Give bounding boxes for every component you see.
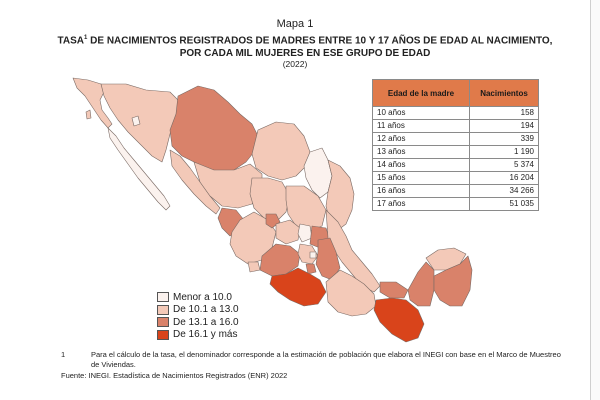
age-cell: 11 años [372,119,470,133]
age-cell: 12 años [372,132,470,146]
title-footnote-mark: 1 [84,35,88,41]
state-zacatecas [249,177,291,223]
state-ciudad-de-mexico [309,251,317,259]
table-row: 14 años 5 374 [372,158,539,172]
legend-swatch [157,304,169,315]
island-cedros [85,109,92,120]
legend-swatch [157,317,169,327]
legend-item: De 16.1 y más [157,329,239,341]
age-cell: 13 años [372,145,470,159]
births-cell: 51 035 [469,197,539,211]
table-row: 12 años 339 [372,132,539,146]
state-sinaloa [169,149,221,215]
footnote-text: Para el cálculo de la tasa, el denominad… [91,350,561,369]
births-cell: 5 374 [469,158,539,172]
island-tiburon [131,115,141,127]
map-legend: Menor a 10.0 De 10.1 a 13.0 De 13.1 a 16… [157,291,239,341]
state-queretaro [297,223,313,243]
births-cell: 158 [469,106,539,120]
births-cell: 16 204 [469,171,539,185]
state-guanajuato [275,219,301,245]
map-title: TASA1 DE NACIMIENTOS REGISTRADOS DE MADR… [20,32,590,60]
age-cell: 14 años [372,158,470,172]
state-coahuila [251,121,311,181]
legend-item: De 10.1 a 13.0 [157,304,239,316]
legend-label: De 16.1 y más [173,329,238,340]
legend-label: Menor a 10.0 [173,291,232,303]
title-line1: DE NACIMIENTOS REGISTRADOS DE MADRES ENT… [87,35,553,47]
column-header-births: Nacimientos [469,79,539,107]
births-by-age-table: Edad de la madre Nacimientos 10 años 158 … [372,79,539,211]
right-edge-strip [591,0,600,400]
state-morelos [305,263,317,275]
age-cell: 16 años [372,184,470,198]
map-year: (2022) [282,59,308,69]
state-yucatan [425,247,467,271]
table-row: 15 años 16 204 [372,171,539,185]
births-cell: 1 190 [469,145,539,159]
state-michoacan [259,243,301,277]
column-header-age: Edad de la madre [372,79,470,107]
age-cell: 17 años [372,197,470,211]
state-tamaulipas [325,159,355,231]
table-row: 17 años 51 035 [372,197,539,211]
state-quintana-roo [433,255,473,307]
table-row: 16 años 34 266 [372,184,539,198]
state-baja-california-sur [107,127,171,211]
legend-label: De 13.1 a 16.0 [173,316,239,328]
table-row: 13 años 1 190 [372,145,539,159]
births-cell: 194 [469,119,539,133]
mexico-choropleth-map [72,77,473,343]
births-cell: 34 266 [469,184,539,198]
legend-swatch [157,292,169,302]
map-label: Mapa 1 [276,18,314,30]
state-guerrero [269,267,327,307]
title-line2: POR CADA MIL MUJERES EN ESE GRUPO DE EDA… [179,48,431,60]
state-campeche [407,261,435,307]
births-cell: 339 [469,132,539,146]
table-row: 10 años 158 [372,106,539,120]
legend-swatch [157,329,169,340]
legend-item: De 13.1 a 16.0 [157,316,239,328]
state-colima [247,261,261,273]
state-chiapas [373,297,425,343]
state-chihuahua [169,85,259,173]
right-edge-line [590,0,591,400]
state-nuevo-leon [303,147,333,199]
title-prefix: TASA [57,35,85,47]
table-header-row: Edad de la madre Nacimientos [372,79,539,107]
footnote-number: 1 [61,350,66,359]
table-row: 11 años 194 [372,119,539,133]
legend-label: De 10.1 a 13.0 [173,304,239,315]
state-tabasco [379,281,409,299]
age-cell: 10 años [372,106,470,120]
age-cell: 15 años [372,171,470,185]
source-note: Fuente: INEGI. Estadística de Nacimiento… [61,371,288,380]
legend-item: Menor a 10.0 [157,291,239,303]
